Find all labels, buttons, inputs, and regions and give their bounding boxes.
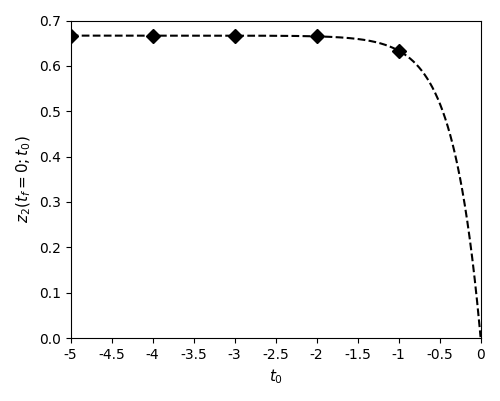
Y-axis label: $z_2(t_f = 0; t_0)$: $z_2(t_f = 0; t_0)$ <box>15 136 34 223</box>
X-axis label: $t_0$: $t_0$ <box>268 367 282 386</box>
